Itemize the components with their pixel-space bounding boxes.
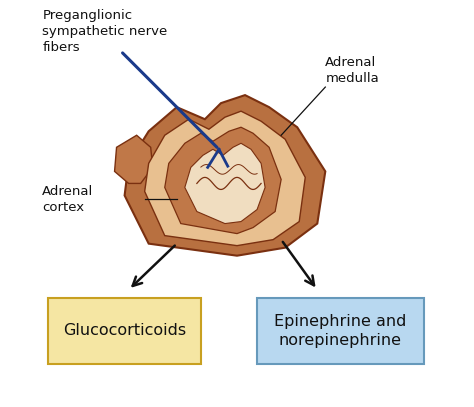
- Text: Epinephrine and
norepinephrine: Epinephrine and norepinephrine: [274, 313, 407, 348]
- Polygon shape: [165, 127, 281, 234]
- Polygon shape: [185, 143, 265, 223]
- Polygon shape: [115, 135, 153, 184]
- Text: Adrenal
medulla: Adrenal medulla: [325, 56, 379, 85]
- FancyBboxPatch shape: [48, 298, 201, 364]
- Text: Glucocorticoids: Glucocorticoids: [63, 324, 186, 339]
- Text: Preganglionic
sympathetic nerve
fibers: Preganglionic sympathetic nerve fibers: [42, 9, 167, 54]
- FancyBboxPatch shape: [257, 298, 424, 364]
- Text: Adrenal
cortex: Adrenal cortex: [42, 186, 93, 214]
- Polygon shape: [125, 95, 325, 256]
- Polygon shape: [145, 111, 305, 246]
